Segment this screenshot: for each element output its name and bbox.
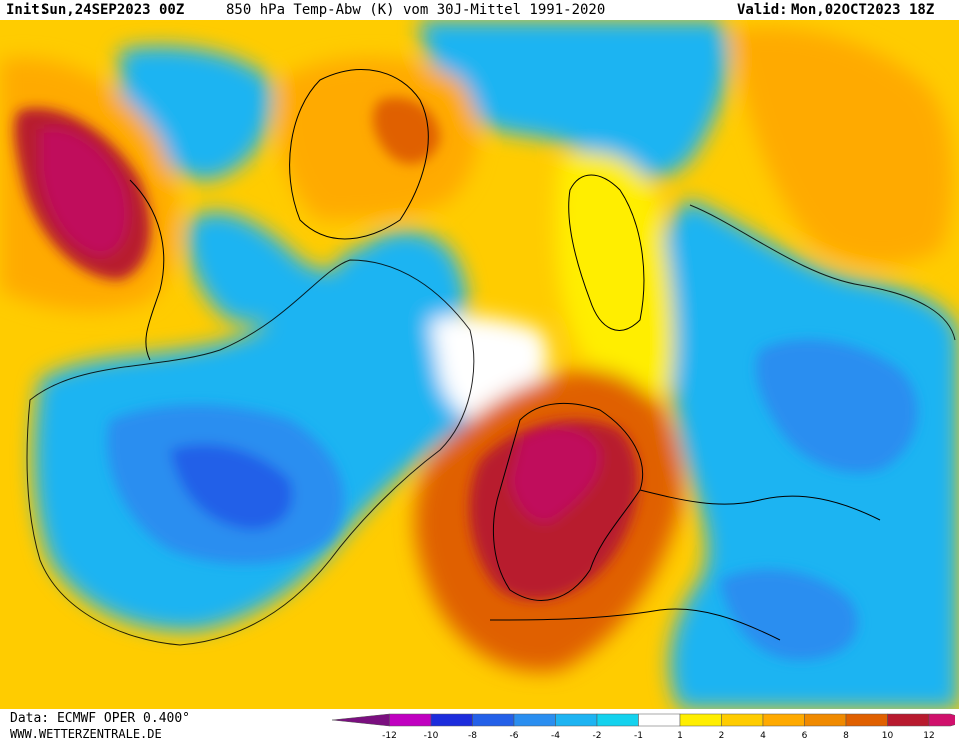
legend-tick-label: 1 <box>677 731 683 741</box>
legend-swatch <box>804 713 847 727</box>
legend-tick-label: 6 <box>802 731 808 741</box>
warm-region-scandinavia <box>556 152 675 393</box>
warm-core-greenland <box>373 97 440 164</box>
map-title: 850 hPa Temp-Abw (K) vom 30J-Mittel 1991… <box>226 2 606 18</box>
legend-swatch <box>762 713 805 727</box>
legend-tick-label: 8 <box>843 731 849 741</box>
warm-peak-canada <box>40 128 129 256</box>
map-header: Init: Sun,24SEP2023 00Z 850 hPa Temp-Abw… <box>0 0 959 20</box>
data-source: Data: ECMWF OPER 0.400° <box>10 711 191 726</box>
legend-tick-label: -12 <box>382 731 397 741</box>
legend-tick-label: 2 <box>719 731 725 741</box>
cold-core-east-europe <box>756 339 918 473</box>
cold-core-deep-atlantic <box>170 444 293 530</box>
legend-swatch <box>596 713 639 727</box>
warm-region-siberia <box>730 27 953 265</box>
legend-tick-label: -2 <box>593 731 602 741</box>
anomaly-map <box>0 20 959 709</box>
cold-region-barents <box>420 20 729 179</box>
legend-swatch <box>845 713 888 727</box>
legend-swatch <box>721 713 764 727</box>
legend-tick-label: -4 <box>551 731 560 741</box>
coastlines <box>129 69 881 641</box>
legend-swatch <box>430 713 473 727</box>
legend-swatch <box>555 713 598 727</box>
legend-swatch <box>638 713 681 727</box>
legend-tick-label: -6 <box>510 731 519 741</box>
legend-tick-label: 12 <box>923 731 934 741</box>
cold-core-mediterranean <box>720 569 858 660</box>
init-time: Sun,24SEP2023 00Z <box>41 2 185 18</box>
zero-contours <box>26 204 956 646</box>
legend-tick-label: -10 <box>424 731 439 741</box>
legend-tick-label: 10 <box>882 731 894 741</box>
legend-tick-label: -8 <box>468 731 477 741</box>
legend-tick-label: 4 <box>760 731 766 741</box>
legend-swatch <box>679 713 722 727</box>
map-footer: Data: ECMWF OPER 0.400° WWW.WETTERZENTRA… <box>0 709 959 741</box>
color-legend: -12 -10 -8 -6 -4 -2 -1 1 2 4 6 8 10 12 <box>331 713 955 741</box>
valid-label: Valid: <box>737 2 788 18</box>
valid-time: Mon,02OCT2023 18Z <box>791 2 935 18</box>
legend-swatch <box>472 713 515 727</box>
legend-swatch <box>887 713 930 727</box>
legend-swatch <box>928 713 955 727</box>
legend-tick-label: -1 <box>634 731 643 741</box>
legend-swatch <box>331 713 390 727</box>
init-label: Init: <box>6 2 49 18</box>
warm-region-greenland <box>277 57 479 220</box>
website-credit: WWW.WETTERZENTRALE.DE <box>10 727 162 741</box>
cold-region-greenland-sea <box>187 212 467 324</box>
legend-swatch <box>389 713 432 727</box>
legend-swatch <box>513 713 556 727</box>
warm-peak-west-europe <box>510 427 601 523</box>
